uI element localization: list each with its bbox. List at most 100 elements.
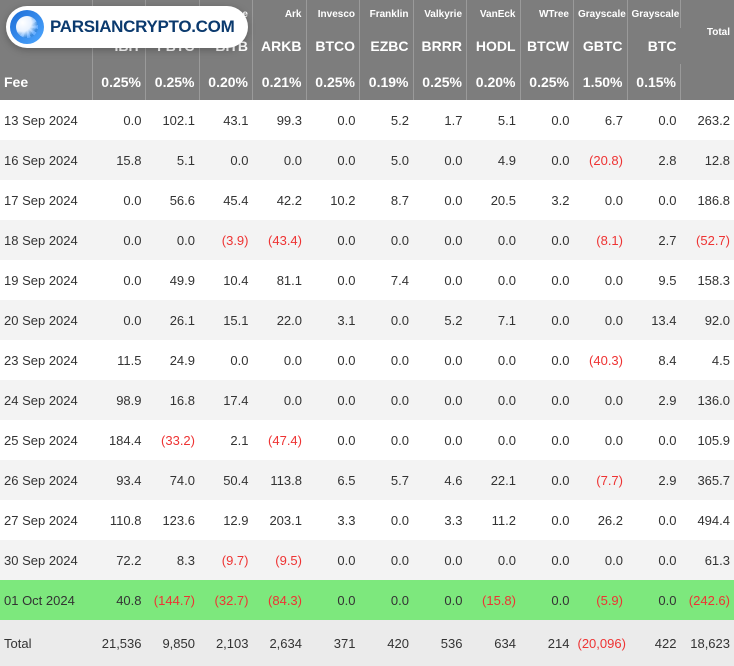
value-cell: 0.0 bbox=[520, 500, 574, 540]
value-cell: 2.9 bbox=[627, 380, 681, 420]
value-cell: 2.1 bbox=[199, 420, 253, 460]
issuer-cell: Franklin bbox=[360, 0, 414, 28]
value-cell: 123.6 bbox=[146, 500, 200, 540]
value-cell: 4.9 bbox=[467, 140, 521, 180]
value-cell: 7.4 bbox=[360, 260, 414, 300]
etf-flows-table: viseArkInvescoFranklinValkyrieVanEckWTre… bbox=[0, 0, 734, 666]
issuer-cell: Ark bbox=[253, 0, 307, 28]
date-cell: 18 Sep 2024 bbox=[0, 220, 92, 260]
ticker-cell: BTCW bbox=[520, 28, 574, 64]
value-cell: (15.8) bbox=[467, 580, 521, 620]
value-cell: (40.3) bbox=[574, 340, 628, 380]
fee-cell: 0.20% bbox=[199, 64, 253, 100]
value-cell: 74.0 bbox=[146, 460, 200, 500]
value-cell: 0.0 bbox=[627, 540, 681, 580]
fee-cell: 0.21% bbox=[253, 64, 307, 100]
value-cell: (9.7) bbox=[199, 540, 253, 580]
value-cell: (32.7) bbox=[199, 580, 253, 620]
value-cell: 0.0 bbox=[253, 380, 307, 420]
table-row: 23 Sep 202411.524.90.00.00.00.00.00.00.0… bbox=[0, 340, 734, 380]
value-cell: 10.4 bbox=[199, 260, 253, 300]
value-cell: 42.2 bbox=[253, 180, 307, 220]
fee-row: Fee0.25%0.25%0.20%0.21%0.25%0.19%0.25%0.… bbox=[0, 64, 734, 100]
value-cell: 5.0 bbox=[360, 140, 414, 180]
value-cell: 0.0 bbox=[253, 340, 307, 380]
value-cell: (47.4) bbox=[253, 420, 307, 460]
value-cell: 8.4 bbox=[627, 340, 681, 380]
value-cell: 40.8 bbox=[92, 580, 146, 620]
value-cell: 0.0 bbox=[627, 500, 681, 540]
grand-total-row: Total21,5369,8502,1032,63437142053663421… bbox=[0, 620, 734, 666]
value-cell: (3.9) bbox=[199, 220, 253, 260]
value-cell: 0.0 bbox=[306, 260, 360, 300]
date-cell: 25 Sep 2024 bbox=[0, 420, 92, 460]
grand-total-cell: 420 bbox=[360, 620, 414, 666]
value-cell: 0.0 bbox=[413, 540, 467, 580]
value-cell: 0.0 bbox=[574, 380, 628, 420]
date-cell: 20 Sep 2024 bbox=[0, 300, 92, 340]
value-cell: 0.0 bbox=[520, 140, 574, 180]
value-cell: 3.1 bbox=[306, 300, 360, 340]
value-cell: 113.8 bbox=[253, 460, 307, 500]
value-cell: 0.0 bbox=[413, 580, 467, 620]
value-cell: 6.5 bbox=[306, 460, 360, 500]
value-cell: 5.1 bbox=[146, 140, 200, 180]
fee-cell: 1.50% bbox=[574, 64, 628, 100]
value-cell: 0.0 bbox=[520, 300, 574, 340]
row-total-cell: (242.6) bbox=[681, 580, 734, 620]
row-total-cell: 92.0 bbox=[681, 300, 734, 340]
grand-total-label: Total bbox=[0, 620, 92, 666]
grand-total-cell: 536 bbox=[413, 620, 467, 666]
watermark-badge: PARSIANCRYPTO.COM bbox=[6, 6, 248, 48]
table-row: 18 Sep 20240.00.0(3.9)(43.4)0.00.00.00.0… bbox=[0, 220, 734, 260]
row-total-cell: 12.8 bbox=[681, 140, 734, 180]
value-cell: (5.9) bbox=[574, 580, 628, 620]
value-cell: 0.0 bbox=[467, 380, 521, 420]
value-cell: 15.1 bbox=[199, 300, 253, 340]
value-cell: 110.8 bbox=[92, 500, 146, 540]
fee-cell: 0.25% bbox=[92, 64, 146, 100]
table-row: 20 Sep 20240.026.115.122.03.10.05.27.10.… bbox=[0, 300, 734, 340]
value-cell: 0.0 bbox=[520, 380, 574, 420]
row-total-cell: 61.3 bbox=[681, 540, 734, 580]
value-cell: 4.6 bbox=[413, 460, 467, 500]
value-cell: 5.7 bbox=[360, 460, 414, 500]
value-cell: 0.0 bbox=[199, 140, 253, 180]
value-cell: 56.6 bbox=[146, 180, 200, 220]
value-cell: (84.3) bbox=[253, 580, 307, 620]
value-cell: 0.0 bbox=[306, 380, 360, 420]
value-cell: 93.4 bbox=[92, 460, 146, 500]
table-row: 01 Oct 202440.8(144.7)(32.7)(84.3)0.00.0… bbox=[0, 580, 734, 620]
value-cell: 2.8 bbox=[627, 140, 681, 180]
table-body: 13 Sep 20240.0102.143.199.30.05.21.75.10… bbox=[0, 100, 734, 666]
value-cell: 0.0 bbox=[467, 420, 521, 460]
grand-total-total: 18,623 bbox=[681, 620, 734, 666]
grand-total-cell: (20,096) bbox=[574, 620, 628, 666]
grand-total-cell: 634 bbox=[467, 620, 521, 666]
value-cell: 11.2 bbox=[467, 500, 521, 540]
row-total-cell: 136.0 bbox=[681, 380, 734, 420]
value-cell: 0.0 bbox=[413, 340, 467, 380]
value-cell: 0.0 bbox=[520, 540, 574, 580]
value-cell: 13.4 bbox=[627, 300, 681, 340]
value-cell: 0.0 bbox=[306, 140, 360, 180]
value-cell: 5.2 bbox=[360, 100, 414, 140]
value-cell: 0.0 bbox=[627, 580, 681, 620]
fee-label: Fee bbox=[0, 64, 92, 100]
table-row: 30 Sep 202472.28.3(9.7)(9.5)0.00.00.00.0… bbox=[0, 540, 734, 580]
value-cell: 22.1 bbox=[467, 460, 521, 500]
table-row: 13 Sep 20240.0102.143.199.30.05.21.75.10… bbox=[0, 100, 734, 140]
value-cell: 0.0 bbox=[413, 260, 467, 300]
value-cell: 98.9 bbox=[92, 380, 146, 420]
fee-cell: 0.19% bbox=[360, 64, 414, 100]
value-cell: 0.0 bbox=[467, 260, 521, 300]
grand-total-cell: 2,103 bbox=[199, 620, 253, 666]
value-cell: 50.4 bbox=[199, 460, 253, 500]
value-cell: 12.9 bbox=[199, 500, 253, 540]
value-cell: 0.0 bbox=[413, 220, 467, 260]
table-row: 16 Sep 202415.85.10.00.00.05.00.04.90.0(… bbox=[0, 140, 734, 180]
value-cell: 0.0 bbox=[520, 420, 574, 460]
value-cell: 0.0 bbox=[199, 340, 253, 380]
row-total-cell: 186.8 bbox=[681, 180, 734, 220]
value-cell: 9.5 bbox=[627, 260, 681, 300]
